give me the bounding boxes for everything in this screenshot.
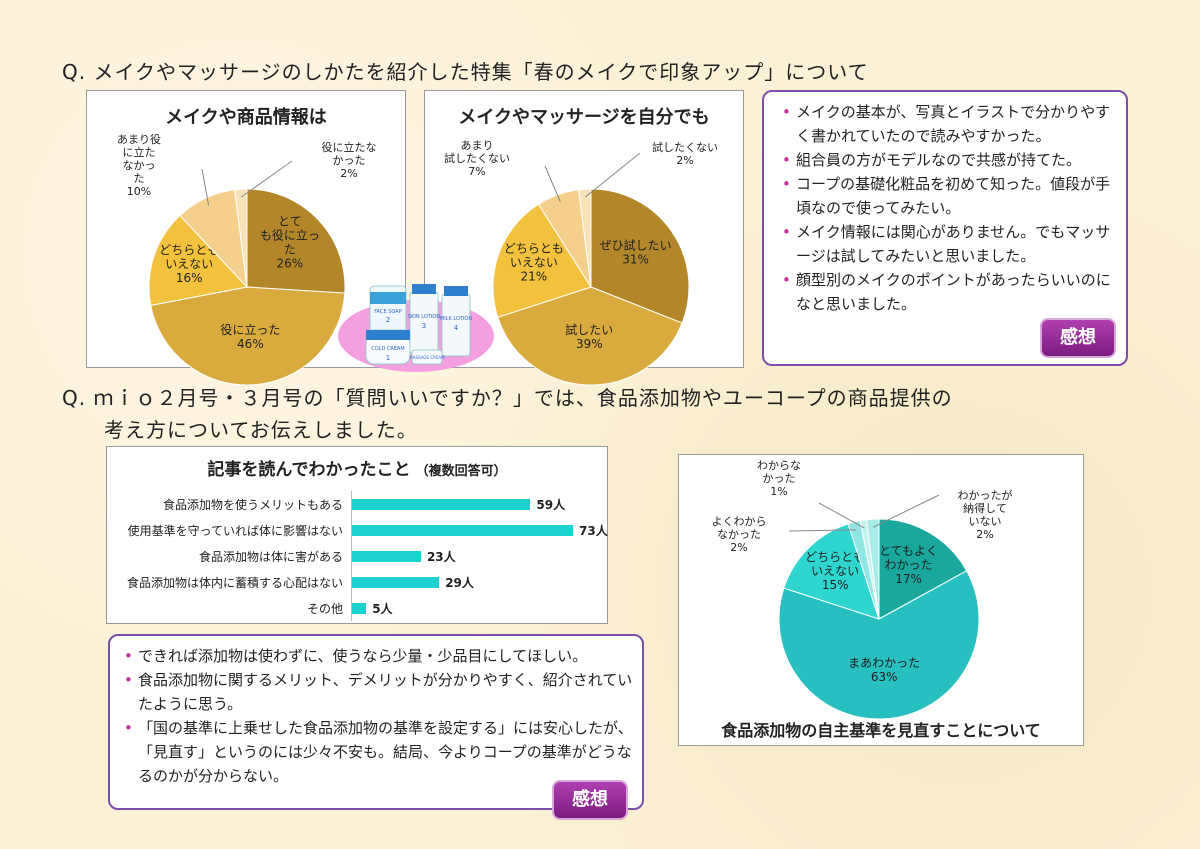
impressions-badge: 感想 — [552, 780, 628, 820]
pie-slice-label: あまり役に立たなかった 10% — [117, 132, 161, 198]
pie-slice-label: 役に立った 46% — [220, 322, 280, 351]
bar-category-label: 使用基準を守っていれば体に影響はない — [127, 524, 343, 538]
pie-slice — [492, 203, 592, 318]
svg-text:1: 1 — [386, 354, 390, 362]
question-1: Q. メイクやマッサージのしかたを紹介した特集「春のメイクで印象アップ」について — [62, 60, 869, 84]
pie-slice — [148, 214, 248, 306]
comment-box-2: できれば添加物は使わずに、使うなら少量・少品目にしてほしい。 食品添加物に関する… — [108, 634, 644, 820]
bar-value-label: 29人 — [445, 576, 474, 590]
bar-value-label: 23人 — [426, 550, 456, 564]
pie-slice-label: あまり試したくない 7% — [444, 139, 510, 178]
pie-slice — [150, 286, 346, 386]
chart-title: 食品添加物の自主基準を見直すことについて — [721, 721, 1041, 740]
comment-item: 組合員の方がモデルなので共感が持てた。 — [782, 148, 1118, 172]
chart-title: メイクや商品情報は — [165, 107, 327, 128]
bar — [351, 577, 440, 588]
pie-slice-label: とてもよくわかった 17% — [879, 544, 938, 586]
leader-line — [241, 160, 293, 198]
comment-list-2: できれば添加物は使わずに、使うなら少量・少品目にしてほしい。 食品添加物に関する… — [124, 644, 634, 788]
pie-slice-label: とても役に立った 26% — [260, 215, 320, 271]
bar-category-label: 食品添加物は体内に蓄積する心配はない — [126, 576, 343, 590]
pie-chart-3: とてもよくわかった 17% まあわかった 63% どちらともいえない 15% よくわからなか… — [712, 459, 1013, 720]
pie-slice — [246, 188, 346, 294]
comment-item: コープの基礎化粧品を初めて知った。値段が手頃なので使ってみたい。 — [782, 172, 1118, 220]
comment-item: メイクの基本が、写真とイラストで分かりやすく書かれていたので読みやすかった。 — [782, 100, 1118, 148]
pie-slice-label: よくわからなかった 2% — [712, 515, 767, 554]
pie-slice — [590, 188, 690, 324]
comment-item: メイク情報には関心がありません。でもマッサージは試してみたいと思いました。 — [782, 220, 1118, 268]
svg-text:2: 2 — [386, 316, 390, 324]
question-2-line-1: Q. ｍｉｏ２月号・３月号の「質問いいですか？」では、食品添加物やユーコープの商… — [62, 386, 953, 410]
leader-line — [585, 152, 641, 198]
bar — [351, 499, 531, 510]
comment-item: できれば添加物は使わずに、使うなら少量・少品目にしてほしい。 — [124, 644, 634, 668]
comment-list-1: メイクの基本が、写真とイラストで分かりやすく書かれていたので読みやすかった。 組… — [782, 100, 1118, 316]
leader-line — [544, 165, 561, 203]
question-2-line-2: 考え方についてお伝えしました。 — [104, 418, 418, 442]
pie-slice — [878, 518, 968, 620]
svg-text:MASSAGE CREAM: MASSAGE CREAM — [409, 355, 445, 360]
pie-slice-label: 試したくない 2% — [652, 140, 718, 167]
leader-line — [873, 494, 940, 528]
pie-chart-2: ぜひ試したい 31% 試したい 39% どちらともいえない 21% あまり試したくない 7% 試… — [444, 139, 718, 386]
pie-slice-label: まあわかった 63% — [848, 656, 920, 684]
pie-slice-label: 役に立たなかった 2% — [322, 140, 377, 180]
bar-category-label: その他 — [306, 602, 343, 616]
comment-item: 食品添加物に関するメリット、デメリットが分かりやすく、紹介されていたように思う。 — [124, 668, 634, 716]
bar-chart-title: 記事を読んでわかったこと — [207, 460, 411, 480]
bar-chart-subtitle: （複数回答可） — [415, 464, 507, 479]
svg-text:COLD CREAM: COLD CREAM — [371, 346, 405, 352]
cosmetics-product-image: FACE SOAP 2 SKIN LOTION 3 MILK LOTION 4 … — [336, 268, 498, 374]
pie-slice — [497, 286, 683, 386]
comment-box-1: メイクの基本が、写真とイラストで分かりやすく書かれていたので読みやすかった。 組… — [762, 90, 1128, 366]
bar-chart-plot: 食品添加物を使うメリットもある 59人使用基準を守っていれば体に影響はない 73人食… — [107, 447, 609, 625]
leader-line — [201, 168, 210, 206]
bar-value-label: 59人 — [536, 498, 566, 512]
leader-line — [818, 502, 865, 529]
pie-slice-label: どちらともいえない 21% — [504, 241, 564, 283]
pie-slice-label: わかったが納得していない 2% — [958, 488, 1013, 541]
svg-text:FACE SOAP: FACE SOAP — [374, 309, 401, 315]
pie-slice — [783, 523, 880, 620]
bar-category-label: 食品添加物を使うメリットもある — [162, 498, 343, 512]
bar-value-label: 73人 — [579, 524, 608, 538]
bar-category-label: 食品添加物は体に害がある — [198, 550, 343, 564]
pie-slice-label: どちらともいえない 16% — [159, 243, 219, 285]
pie-slice-label: どちらともいえない 15% — [805, 550, 865, 592]
comment-item: 「国の基準に上乗せした食品添加物の基準を設定する」には安心したが、「見直す」とい… — [124, 716, 634, 788]
bar — [351, 551, 421, 562]
pie-slice — [865, 518, 880, 620]
chart-title: メイクやマッサージを自分でも — [458, 107, 710, 128]
pie-slice — [578, 188, 592, 288]
svg-text:SKIN LOTION: SKIN LOTION — [408, 314, 440, 320]
pie-slice-label: わからなかった 1% — [757, 459, 801, 498]
bar — [351, 603, 367, 614]
svg-text:MILK LOTION: MILK LOTION — [440, 316, 472, 322]
svg-text:4: 4 — [454, 324, 459, 332]
bar-value-label: 5人 — [372, 602, 393, 616]
bar-chart-heading: 記事を読んでわかったこと （複数回答可） — [107, 455, 607, 480]
chart-panel-1: メイクや商品情報は とても役に立った 26% 役に立った 46% どちらともいえない 16… — [86, 90, 406, 386]
pie-slice — [778, 570, 980, 720]
svg-text:3: 3 — [422, 322, 426, 330]
pie-slice-label: 試したい 39% — [565, 322, 613, 351]
bar-chart-panel: 記事を読んでわかったこと （複数回答可） 食品添加物を使うメリットもある 59人使… — [106, 446, 608, 624]
leader-line — [788, 529, 857, 532]
pie-slice-label: ぜひ試したい 31% — [600, 238, 672, 267]
chart-panel-3: 食品添加物の自主基準を見直すことについて とてもよくわかった 17% まあわかった 6… — [678, 454, 1084, 746]
pie-chart-1: とても役に立った 26% 役に立った 46% どちらともいえない 16% あまり役に立たなか… — [117, 132, 377, 386]
pie-slice — [234, 188, 248, 288]
bar-axis — [351, 491, 352, 621]
impressions-badge: 感想 — [1040, 318, 1116, 358]
bar — [351, 525, 573, 536]
comment-item: 顔型別のメイクのポイントがあったらいいのになと思いました。 — [782, 268, 1118, 316]
